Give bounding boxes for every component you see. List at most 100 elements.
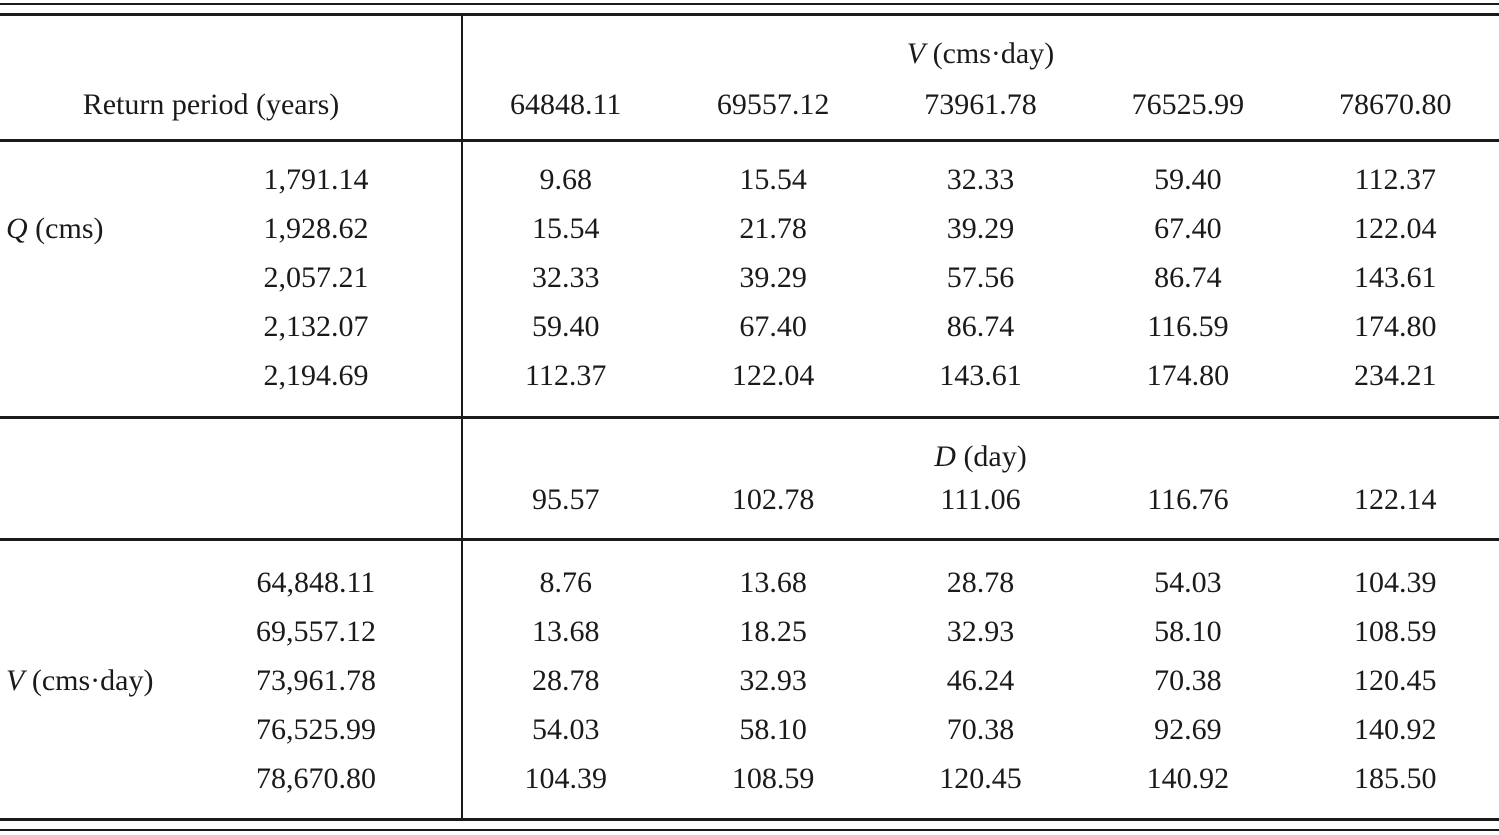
empty-cell [0,475,462,524]
table-row: 2,057.21 32.33 39.29 57.56 86.74 143.61 [0,253,1499,302]
data-cell: 70.38 [946,713,1015,746]
data-cell: 54.03 [531,713,600,746]
section-divider-rule-2 [0,538,1499,541]
data-cell: 108.59 [731,762,815,795]
table-header: V (cms·day) Return period (years) 64848.… [0,16,1499,139]
return-period-value: 76,525.99 [256,713,376,746]
v-section: V (cms·day) 64,848.11 8.76 13.68 28.78 54.03… [0,541,1499,803]
bottom-double-rule-outer [0,829,1499,831]
data-cell: 46.24 [946,664,1015,697]
d-values-row: 95.57 102.78 111.06 116.76 122.14 [0,475,1499,524]
bottom-double-rule-inner [0,818,1499,821]
top-double-rule-inner [0,13,1499,16]
d-value: 95.57 [531,483,600,516]
data-cell: 108.59 [1354,615,1437,648]
data-cell: 58.10 [1154,615,1222,648]
data-cell: 28.78 [531,664,600,697]
return-period-value: 78,670.80 [256,762,376,795]
section-divider-rule-1 [0,416,1499,419]
return-period-value: 69,557.12 [256,615,376,648]
top-double-rule-outer [0,3,1499,5]
table-row: 73,961.78 28.78 32.93 46.24 70.38 120.45 [0,656,1499,705]
d-value: 122.14 [1354,483,1437,516]
column-header: 78670.80 [1339,88,1452,121]
data-cell: 28.78 [946,566,1015,599]
data-cell: 116.59 [1147,310,1229,343]
variable-symbol-v: V [6,664,25,697]
return-period-value: 73,961.78 [256,664,376,697]
data-cell: 140.92 [1354,713,1437,746]
q-group-label: Q (cms) [6,204,103,253]
unit-label: (cms) [27,212,104,245]
column-header: 73961.78 [924,88,1037,121]
data-cell: 86.74 [946,310,1015,343]
unit-label: (day) [955,440,1027,473]
v-column-group-header: V (cms·day) [462,36,1499,72]
data-cell: 32.33 [531,261,600,294]
data-cell: 104.39 [524,762,607,795]
data-cell: 112.37 [525,359,607,392]
return-period-value: 1,928.62 [263,212,369,245]
column-header: 76525.99 [1131,88,1245,121]
variable-symbol-q: Q [6,212,28,245]
table-row: 1,791.14 9.68 15.54 32.33 59.40 112.37 [0,155,1499,204]
table-row: 64,848.11 8.76 13.68 28.78 54.03 104.39 [0,558,1499,607]
v-group-label: V (cms·day) [6,656,153,705]
return-period-value: 64,848.11 [256,566,376,599]
table-row: 76,525.99 54.03 58.10 70.38 92.69 140.92 [0,705,1499,754]
data-cell: 174.80 [1146,359,1230,392]
d-value: 116.76 [1147,483,1229,516]
header-rule [0,139,1499,142]
table-row: 1,928.62 15.54 21.78 39.29 67.40 122.04 [0,204,1499,253]
data-cell: 120.45 [1354,664,1437,697]
column-header-row: Return period (years) 64848.11 69557.12 73… [0,80,1499,129]
q-section: Q (cms) 1,791.14 9.68 15.54 32.33 59.40 112.3… [0,142,1499,400]
data-cell: 67.40 [1154,212,1222,245]
variable-symbol-v: V [906,37,926,70]
table-row: 2,194.69 112.37 122.04 143.61 174.80 234.21 [0,351,1499,400]
variable-symbol-d: D [934,440,956,473]
data-cell: 21.78 [739,212,807,245]
data-cell: 122.04 [1354,212,1437,245]
data-cell: 32.93 [946,615,1015,648]
data-cell: 140.92 [1146,762,1230,795]
data-cell: 86.74 [1154,261,1222,294]
data-cell: 122.04 [731,359,815,392]
data-cell: 67.40 [739,310,807,343]
data-cell: 18.25 [739,615,807,648]
data-cell: 143.61 [1354,261,1437,294]
unit-label: (cms·day) [24,664,154,697]
column-divider [461,16,463,818]
data-cell: 9.68 [539,163,592,196]
d-value: 111.06 [940,483,1021,516]
data-cell: 57.56 [946,261,1015,294]
data-cell: 59.40 [1154,163,1222,196]
d-column-group-header: D (day) [462,439,1499,475]
data-cell: 54.03 [1154,566,1222,599]
table-row: 2,132.07 59.40 67.40 86.74 116.59 174.80 [0,302,1499,351]
data-cell: 58.10 [739,713,807,746]
data-cell: 112.37 [1354,163,1436,196]
data-cell: 92.69 [1154,713,1222,746]
data-cell: 39.29 [739,261,807,294]
data-cell: 13.68 [739,566,807,599]
table-row: 78,670.80 104.39 108.59 120.45 140.92 185.50 [0,754,1499,803]
return-period-value: 2,194.69 [263,359,369,392]
unit-label: (cms·day) [925,37,1055,70]
data-cell: 143.61 [939,359,1022,392]
data-cell: 70.38 [1154,664,1222,697]
return-period-header: Return period (years) [82,88,340,121]
data-cell: 174.80 [1354,310,1437,343]
data-cell: 104.39 [1354,566,1437,599]
column-header: 64848.11 [510,88,622,121]
d-section-header: D (day) 95.57 102.78 111.06 116.76 122.14 [0,419,1499,538]
data-cell: 120.45 [939,762,1022,795]
data-cell: 59.40 [531,310,600,343]
data-cell: 32.93 [739,664,807,697]
table-row: 69,557.12 13.68 18.25 32.93 58.10 108.59 [0,607,1499,656]
data-cell: 39.29 [946,212,1015,245]
data-cell: 185.50 [1354,762,1437,795]
data-cell: 13.68 [531,615,600,648]
return-period-value: 2,057.21 [263,261,369,294]
